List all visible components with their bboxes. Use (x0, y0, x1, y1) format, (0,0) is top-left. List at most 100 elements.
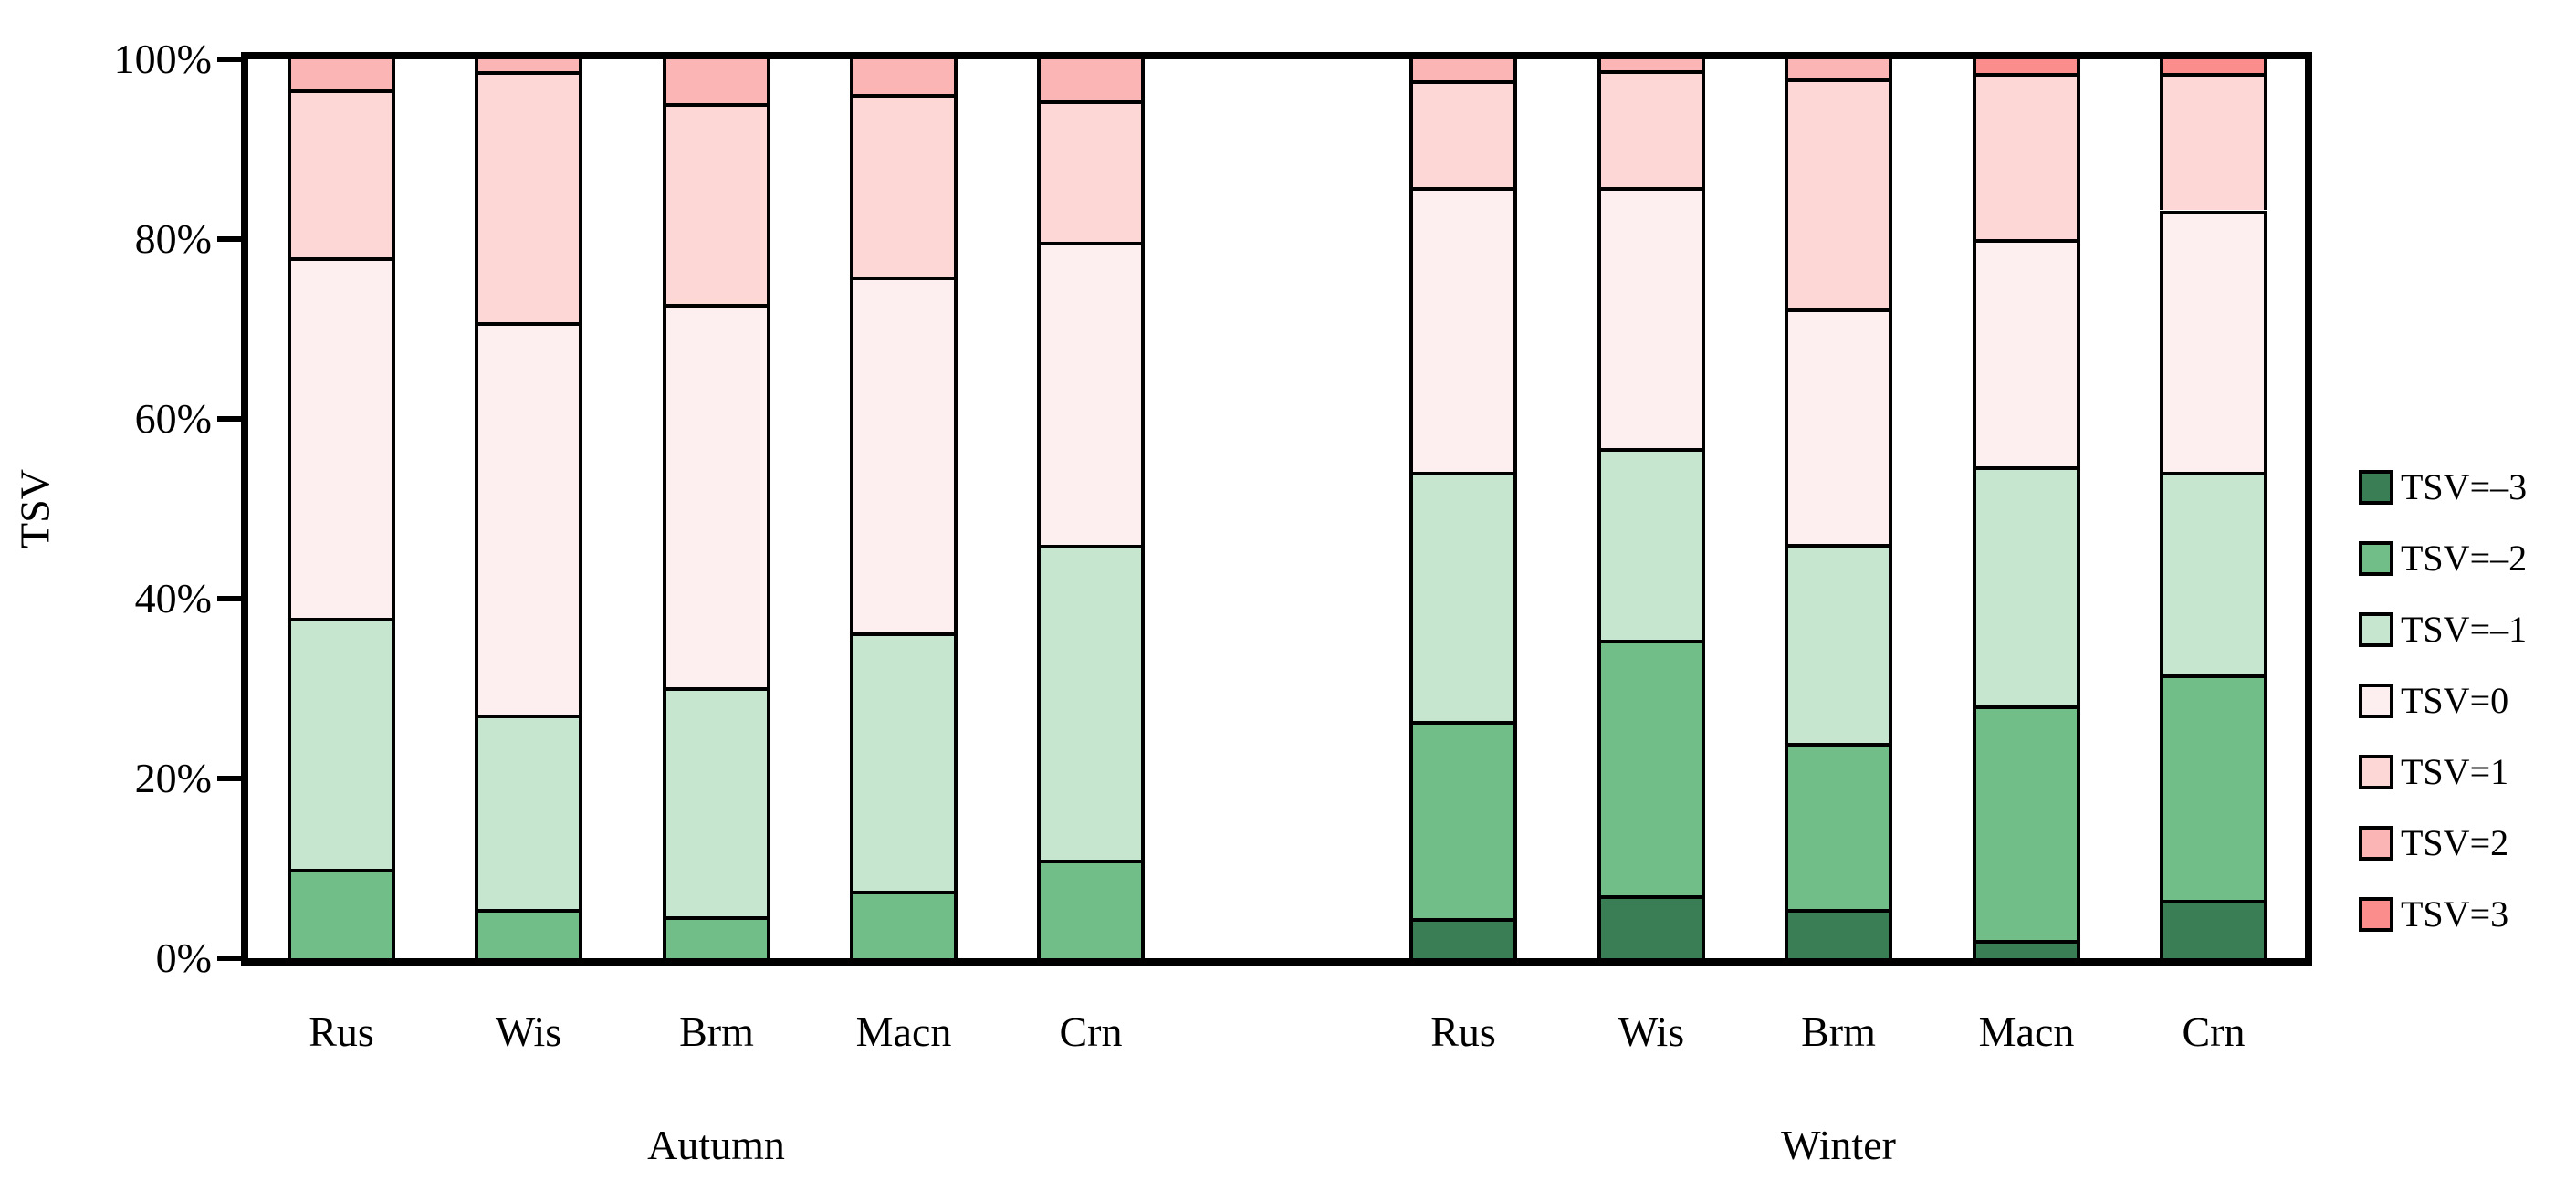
segment-TSV-–2 (1597, 640, 1705, 896)
segment-TSV-1 (850, 94, 958, 277)
category-label: Macn (1978, 1008, 2075, 1055)
segment-TSV-2 (1409, 59, 1517, 80)
bar-autumn-brm (663, 59, 770, 958)
segment-TSV-2 (1037, 59, 1145, 101)
segment-TSV-–1 (1409, 472, 1517, 721)
segment-TSV-3 (1973, 59, 2080, 73)
bar-autumn-rus (288, 59, 395, 958)
segment-TSV-–2 (1973, 705, 2080, 941)
legend-swatch (2359, 541, 2393, 576)
y-tick-label: 0% (155, 935, 212, 981)
segment-TSV-1 (288, 89, 395, 257)
segment-TSV-–1 (288, 617, 395, 869)
legend-swatch (2359, 470, 2393, 505)
legend-row: TSV=–2 (2359, 540, 2527, 577)
segment-TSV-2 (1785, 59, 1892, 78)
plot-area (248, 59, 2305, 958)
segment-TSV-2 (663, 59, 770, 104)
segment-TSV-–2 (1409, 720, 1517, 918)
segment-TSV-3 (2160, 59, 2267, 73)
bar-winter-brm (1785, 59, 1892, 958)
legend-label: TSV=0 (2401, 680, 2509, 721)
legend-row: TSV=–3 (2359, 469, 2527, 506)
legend-label: TSV=–3 (2401, 466, 2528, 507)
category-label: Wis (495, 1008, 562, 1055)
y-tick-label: 60% (134, 395, 212, 442)
segment-TSV-–1 (1037, 544, 1145, 860)
category-label: Macn (855, 1008, 952, 1055)
segment-TSV-–2 (2160, 674, 2267, 900)
legend-label: TSV=–2 (2401, 538, 2528, 579)
bar-winter-macn (1973, 59, 2080, 958)
legend-row: TSV=–1 (2359, 611, 2527, 648)
segment-TSV-–1 (1785, 543, 1892, 743)
segment-TSV-–1 (850, 632, 958, 892)
legend-swatch (2359, 684, 2393, 718)
segment-TSV-–3 (1597, 895, 1705, 958)
category-label: Rus (1430, 1008, 1496, 1055)
segment-TSV-0 (1597, 186, 1705, 448)
segment-TSV-–2 (850, 891, 958, 958)
segment-TSV-1 (2160, 72, 2267, 211)
y-tick-mark (217, 776, 246, 781)
segment-TSV-0 (1973, 239, 2080, 467)
y-tick-label: 20% (134, 755, 212, 801)
segment-TSV-2 (475, 59, 582, 71)
y-tick-mark (217, 57, 246, 62)
segment-TSV-–2 (475, 908, 582, 958)
category-label: Rus (309, 1008, 374, 1055)
segment-TSV-–2 (1037, 859, 1145, 958)
legend-label: TSV=3 (2401, 893, 2509, 935)
y-tick-mark (217, 236, 246, 242)
legend-swatch (2359, 612, 2393, 647)
legend-swatch (2359, 897, 2393, 932)
y-tick-label: 40% (134, 575, 212, 621)
bar-winter-crn (2160, 59, 2267, 958)
segment-TSV-1 (1597, 69, 1705, 187)
legend-row: TSV=0 (2359, 683, 2508, 719)
legend-label: TSV=–1 (2401, 609, 2528, 650)
segment-TSV-0 (2160, 210, 2267, 473)
bar-autumn-crn (1037, 59, 1145, 958)
segment-TSV-0 (1037, 241, 1145, 545)
segment-TSV-1 (663, 103, 770, 304)
segment-TSV-1 (475, 70, 582, 322)
plot-frame (241, 52, 2312, 966)
group-label-winter: Winter (1781, 1122, 1896, 1168)
y-tick-mark (217, 956, 246, 961)
segment-TSV-–3 (2160, 899, 2267, 958)
category-label: Crn (1059, 1008, 1123, 1055)
bar-autumn-macn (850, 59, 958, 958)
segment-TSV-–1 (475, 715, 582, 909)
segment-TSV-1 (1785, 78, 1892, 308)
segment-TSV-2 (850, 59, 958, 95)
segment-TSV-–1 (663, 686, 770, 916)
legend-swatch (2359, 826, 2393, 861)
group-label-autumn: Autumn (647, 1122, 785, 1168)
segment-TSV-–1 (2160, 472, 2267, 674)
segment-TSV-–1 (1597, 447, 1705, 641)
segment-TSV-0 (475, 321, 582, 715)
segment-TSV-0 (1785, 308, 1892, 544)
segment-TSV-1 (1973, 72, 2080, 239)
legend-row: TSV=2 (2359, 825, 2508, 862)
legend-label: TSV=1 (2401, 751, 2509, 792)
segment-TSV-1 (1409, 79, 1517, 187)
segment-TSV-–3 (1409, 917, 1517, 958)
segment-TSV-–3 (1785, 908, 1892, 958)
y-tick-mark (217, 416, 246, 422)
segment-TSV-–2 (663, 915, 770, 958)
category-label: Brm (679, 1008, 754, 1055)
legend-swatch (2359, 755, 2393, 789)
segment-TSV-–1 (1973, 466, 2080, 706)
legend-row: TSV=3 (2359, 896, 2508, 933)
y-tick-label: 100% (113, 36, 212, 82)
segment-TSV-0 (663, 303, 770, 687)
bar-autumn-wis (475, 59, 582, 958)
y-tick-label: 80% (134, 215, 212, 262)
segment-TSV-2 (288, 59, 395, 89)
y-axis-title: TSV (11, 469, 58, 548)
segment-TSV-–3 (1973, 940, 2080, 958)
bar-winter-wis (1597, 59, 1705, 958)
